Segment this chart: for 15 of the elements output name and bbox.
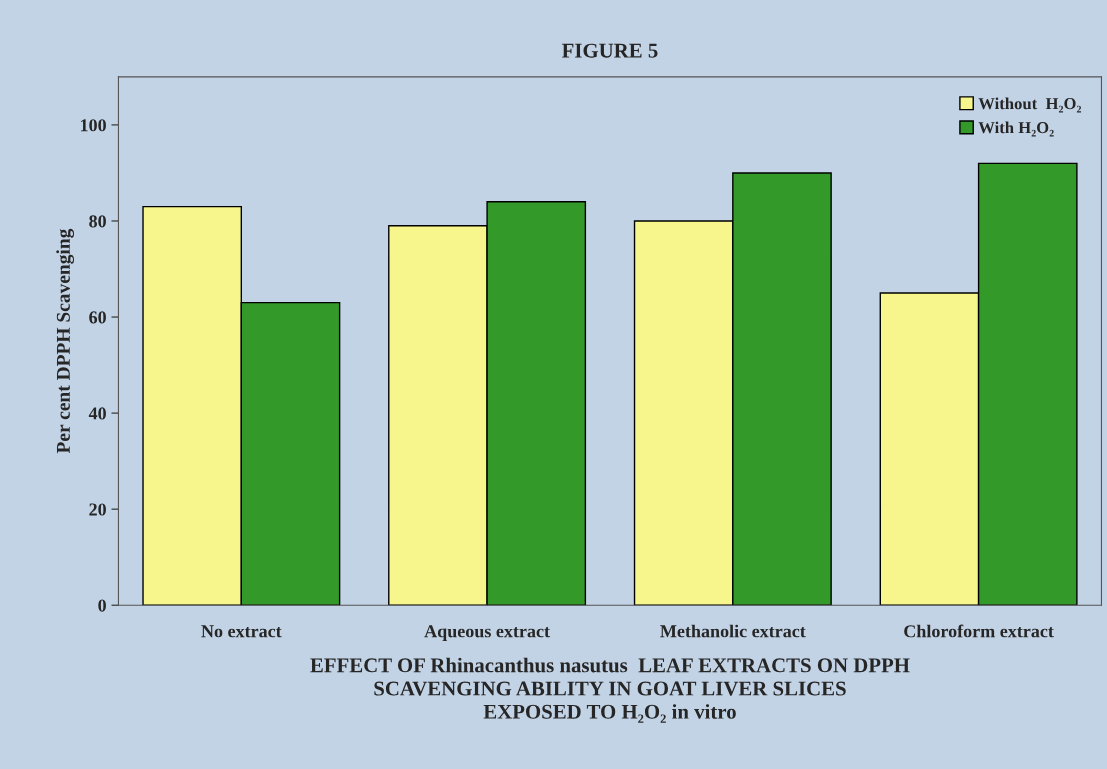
y-tick-label: 60 bbox=[89, 311, 106, 324]
legend-label: With H₂O₂ bbox=[978, 121, 1054, 137]
legend-label: Without H₂O₂ bbox=[978, 97, 1082, 113]
y-tick-label: 100 bbox=[81, 119, 106, 132]
x-tick-label: No extract bbox=[201, 625, 282, 638]
chart-title: FIGURE 5 bbox=[561, 43, 658, 58]
y-tick-label: 80 bbox=[89, 215, 106, 228]
y-tick-label: 0 bbox=[98, 599, 106, 612]
x-tick-label: Methanolic extract bbox=[660, 624, 806, 638]
x-tick-label: Aqueous extract bbox=[424, 625, 550, 642]
x-axis-title: EFFECT OF Rhinacanthus nasutus LEAF EXTRACTS ON DPPH SCAVENGING ABILITY IN GOAT LIVER SLICES EXPOSED TO H₂O₂ in vitro bbox=[310, 657, 910, 723]
y-tick-label: 40 bbox=[88, 407, 106, 420]
y-tick-label: 20 bbox=[89, 503, 106, 516]
y-axis-title: Per cent DPPH Scavenging bbox=[56, 228, 74, 454]
x-tick-label: Chloroform extract bbox=[904, 624, 1054, 638]
